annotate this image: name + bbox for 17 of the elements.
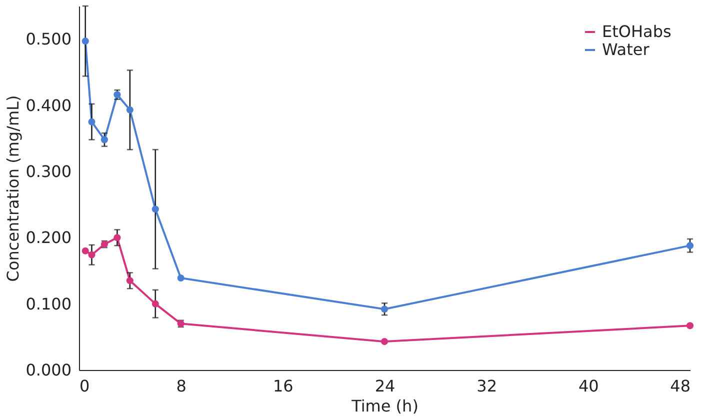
y-tick-label: 0.400 (26, 96, 72, 115)
y-tick-label: 0.100 (26, 294, 72, 314)
y-tick-label: 0.000 (26, 360, 72, 380)
y-axis-title: Concentration (mg/mL) (4, 95, 23, 282)
x-tick-label: 32 (476, 376, 498, 396)
x-tick-label: 8 (176, 376, 186, 396)
y-tick-label: 0.300 (26, 162, 72, 181)
y-tick-label: 0.500 (26, 30, 72, 49)
x-tick-label: 24 (374, 376, 396, 396)
x-tick-label: 48 (670, 376, 690, 396)
legend-label: EtOHabs (602, 22, 672, 41)
legend-label: Water (602, 40, 650, 59)
y-tick-label: 0.200 (26, 228, 72, 248)
x-axis-title: Time (h) (350, 396, 418, 416)
x-tick-label: 16 (272, 376, 294, 396)
x-tick-label: 40 (578, 376, 599, 396)
x-tick-label: 0 (80, 376, 90, 396)
